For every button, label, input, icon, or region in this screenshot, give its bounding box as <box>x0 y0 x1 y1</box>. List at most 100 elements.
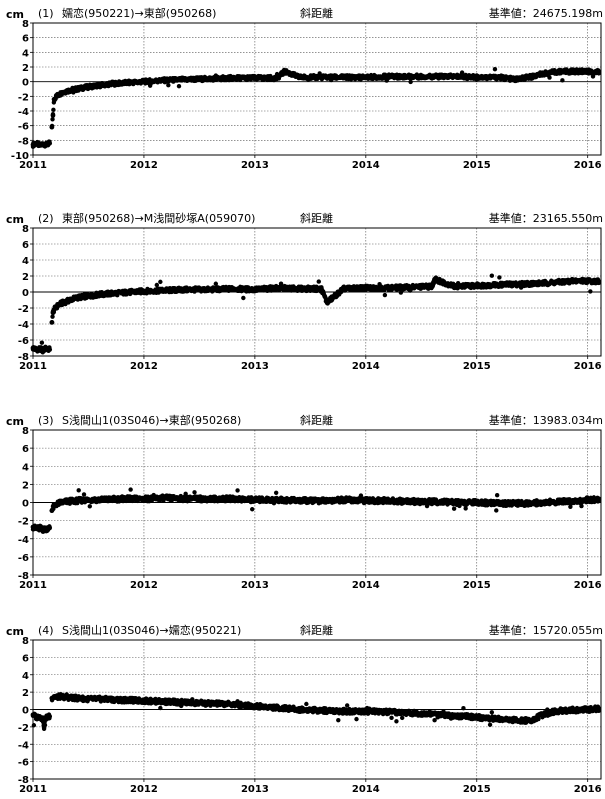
distance-type: 斜距離 <box>300 211 333 225</box>
chart-panel-4: cm(4)S浅間山1(03S046)→嬬恋(950221)斜距離基準値：1572… <box>6 623 603 795</box>
y-tick-label: 6 <box>22 34 29 45</box>
y-tick-label: -6 <box>18 553 29 564</box>
distance-type: 斜距離 <box>300 6 333 20</box>
x-tick-label: 2013 <box>241 361 269 372</box>
chart-panel-1: cm(1)嬬恋(950221)→東部(950268)斜距離基準値：24675.1… <box>6 6 603 171</box>
data-point <box>597 281 601 285</box>
x-tick-label: 2015 <box>463 580 491 591</box>
distance-type: 斜距離 <box>300 413 333 427</box>
y-tick-label: 6 <box>22 240 29 251</box>
y-tick-label: 8 <box>22 636 29 647</box>
x-tick-label: 2011 <box>19 361 47 372</box>
y-tick-label: -4 <box>18 535 29 546</box>
data-point <box>50 124 54 128</box>
data-point <box>88 504 92 508</box>
y-tick-label: 2 <box>22 480 29 491</box>
data-point <box>304 702 308 706</box>
x-tick-label: 2012 <box>130 160 158 171</box>
data-point <box>250 507 254 511</box>
y-tick-label: 4 <box>22 48 29 59</box>
data-point <box>82 492 86 496</box>
y-tick-label: 2 <box>22 272 29 283</box>
y-tick-label: 2 <box>22 688 29 699</box>
data-point <box>177 84 181 88</box>
y-tick-label: -6 <box>18 758 29 769</box>
x-tick-label: 2014 <box>352 361 380 372</box>
y-tick-label: -2 <box>18 517 29 528</box>
data-point <box>597 71 601 75</box>
data-point <box>47 345 51 349</box>
y-tick-label: -2 <box>18 92 29 103</box>
data-point <box>47 716 51 720</box>
x-tick-label: 2012 <box>130 784 158 795</box>
baseline-pair: S浅間山1(03S046)→嬬恋(950221) <box>62 623 241 637</box>
data-point <box>317 279 321 283</box>
x-tick-label: 2011 <box>19 580 47 591</box>
data-point <box>547 75 551 79</box>
data-point <box>166 83 170 87</box>
data-point <box>42 727 46 731</box>
x-tick-label: 2014 <box>352 784 380 795</box>
x-tick-label: 2015 <box>463 361 491 372</box>
baseline-pair: 嬬恋(950221)→東部(950268) <box>62 6 216 20</box>
y-tick-label: 0 <box>22 288 29 299</box>
data-point <box>47 139 51 143</box>
x-tick-label: 2016 <box>574 160 602 171</box>
y-tick-label: -4 <box>18 320 29 331</box>
x-tick-label: 2014 <box>352 580 380 591</box>
baseline-pair: S浅間山1(03S046)→東部(950268) <box>62 413 241 427</box>
data-point <box>50 117 54 121</box>
x-tick-label: 2013 <box>241 784 269 795</box>
data-points <box>31 692 602 731</box>
y-tick-label: 0 <box>22 706 29 717</box>
distance-type: 斜距離 <box>300 623 333 637</box>
data-point <box>128 487 132 491</box>
y-tick-label: 4 <box>22 256 29 267</box>
data-points <box>31 274 602 355</box>
data-point <box>47 524 51 528</box>
y-tick-label: -6 <box>18 336 29 347</box>
data-point <box>51 108 55 112</box>
chart-panel-2: cm(2)東部(950268)→M浅間砂塚A(059070)斜距離基準値：231… <box>6 211 603 372</box>
chart-panel-3: cm(3)S浅間山1(03S046)→東部(950268)斜距離基準値：1398… <box>6 413 603 591</box>
data-point <box>50 320 54 324</box>
x-tick-label: 2014 <box>352 160 380 171</box>
plot-frame <box>33 23 601 155</box>
data-point <box>235 488 239 492</box>
data-point <box>490 274 494 278</box>
x-tick-label: 2013 <box>241 580 269 591</box>
data-point <box>158 280 162 284</box>
reference-value: 基準値：15720.055m <box>489 623 603 637</box>
data-point <box>192 490 196 494</box>
data-point <box>494 508 498 512</box>
data-point <box>560 78 564 82</box>
data-points <box>31 67 602 149</box>
data-point <box>40 341 44 345</box>
y-tick-label: 8 <box>22 19 29 30</box>
data-point <box>597 496 601 500</box>
data-point <box>389 716 393 720</box>
y-tick-label: 4 <box>22 462 29 473</box>
baseline-pair: 東部(950268)→M浅間砂塚A(059070) <box>62 211 255 225</box>
data-point <box>354 717 358 721</box>
data-point <box>588 289 592 293</box>
reference-value: 基準値：23165.550m <box>489 211 603 225</box>
y-tick-label: 4 <box>22 671 29 682</box>
data-point <box>274 491 278 495</box>
y-tick-label: 8 <box>22 426 29 437</box>
data-point <box>345 703 349 707</box>
y-tick-label: 0 <box>22 499 29 510</box>
x-tick-label: 2013 <box>241 160 269 171</box>
data-point <box>493 67 497 71</box>
data-point <box>32 723 36 727</box>
x-tick-label: 2011 <box>19 160 47 171</box>
y-tick-label: -2 <box>18 723 29 734</box>
data-point <box>158 706 162 710</box>
y-tick-label: 6 <box>22 444 29 455</box>
panel-number: (3) <box>38 414 54 427</box>
y-tick-label: 0 <box>22 78 29 89</box>
data-point <box>50 314 54 318</box>
y-tick-label: -6 <box>18 122 29 133</box>
